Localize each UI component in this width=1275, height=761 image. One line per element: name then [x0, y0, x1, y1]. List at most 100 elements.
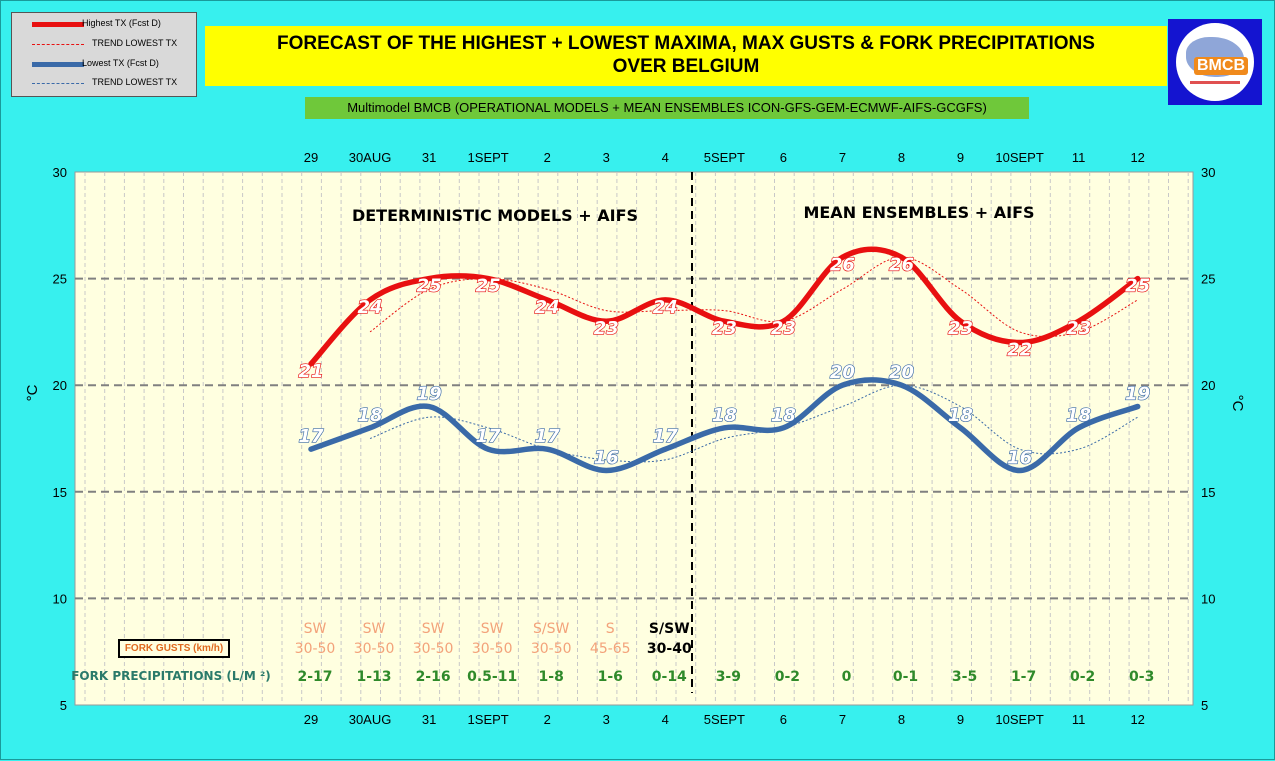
precip-value: 0-2 [1070, 669, 1095, 685]
data-label-highest: 25 [417, 276, 442, 297]
data-label-lowest: 19 [417, 384, 442, 405]
y2-tick-label: 20 [1201, 378, 1215, 393]
legend-item-trend-lowest: TREND LOWEST TX [12, 77, 198, 91]
legend-item-highest: Highest TX (Fcst D) [12, 18, 198, 32]
gust-direction: SW [481, 621, 504, 637]
logo-stripe [1190, 81, 1240, 84]
logo-text: BMCB [1194, 57, 1248, 75]
gust-speed: 30-50 [531, 641, 572, 657]
data-label-lowest: 18 [1066, 405, 1091, 426]
x-tick-label-bottom: 2 [544, 712, 551, 727]
data-label-lowest: 16 [1007, 447, 1032, 468]
x-tick-label-top: 11 [1072, 150, 1086, 165]
data-label-lowest: 20 [889, 362, 914, 383]
y-tick-label: 5 [60, 698, 67, 713]
x-tick-label-top: 7 [839, 150, 846, 165]
gust-speed: 30-50 [354, 641, 395, 657]
series-line-lowest [308, 377, 1141, 474]
y-axis-title: °C [24, 384, 41, 401]
title-bar: FORECAST OF THE HIGHEST + LOWEST MAXIMA,… [205, 26, 1167, 86]
x-tick-label-top: 3 [603, 150, 610, 165]
annotation-deterministic: DETERMINISTIC MODELS + AIFS [352, 206, 638, 225]
y-tick-label: 15 [53, 485, 67, 500]
precip-label: FORK PRECIPITATIONS (L/M ²) [71, 669, 271, 683]
data-label-lowest: 18 [948, 405, 973, 426]
x-tick-label-bottom: 5SEPT [704, 712, 745, 727]
logo-circle: BMCB [1176, 23, 1254, 101]
gust-label-box: FORK GUSTS (km/h) [118, 639, 230, 658]
precip-value: 0-1 [893, 669, 918, 685]
data-label-highest: 23 [1066, 318, 1091, 339]
gust-speed: 30-50 [472, 641, 513, 657]
data-label-lowest: 17 [535, 426, 561, 447]
precip-value: 0.5-11 [467, 669, 517, 685]
x-tick-label-top: 2 [544, 150, 551, 165]
legend-swatch-lowest [32, 62, 84, 67]
legend-label: TREND LOWEST TX [92, 77, 178, 87]
x-tick-label-top: 5SEPT [704, 150, 745, 165]
y-tick-label: 30 [53, 165, 67, 180]
legend-swatch-trend-lowest [32, 83, 84, 84]
gust-speed: 30-50 [295, 641, 336, 657]
precip-value: 0 [842, 669, 852, 685]
data-label-lowest: 18 [358, 405, 383, 426]
data-label-lowest: 16 [594, 447, 619, 468]
data-label-lowest: 18 [771, 405, 796, 426]
data-label-highest: 23 [712, 318, 737, 339]
y2-tick-label: 15 [1201, 485, 1215, 500]
precip-value: 2-16 [416, 669, 451, 685]
data-label-highest: 22 [1007, 340, 1032, 361]
legend-label: TREND LOWEST TX [92, 38, 178, 48]
data-label-lowest: 17 [653, 426, 679, 447]
precip-value: 0-14 [652, 669, 687, 685]
gust-direction: SW [304, 621, 327, 637]
x-tick-label-top: 1SEPT [468, 150, 509, 165]
y-tick-label: 20 [53, 378, 67, 393]
x-tick-label-top: 6 [780, 150, 787, 165]
x-tick-label-top: 30AUG [349, 150, 392, 165]
x-tick-label-top: 8 [898, 150, 905, 165]
x-tick-label-bottom: 30AUG [349, 712, 392, 727]
x-tick-label-bottom: 7 [839, 712, 846, 727]
precip-value: 1-7 [1011, 669, 1036, 685]
precip-value: 1-13 [357, 669, 392, 685]
y2-tick-label: 30 [1201, 165, 1215, 180]
x-tick-label-bottom: 3 [603, 712, 610, 727]
data-label-lowest: 19 [1125, 384, 1150, 405]
data-label-highest: 24 [358, 297, 383, 318]
x-tick-label-top: 4 [662, 150, 669, 165]
data-label-lowest: 20 [830, 362, 855, 383]
x-tick-label-bottom: 31 [422, 712, 436, 727]
legend: Highest TX (Fcst D) TREND LOWEST TX Lowe… [11, 12, 197, 97]
data-label-highest: 23 [948, 318, 973, 339]
gust-speed: 30-50 [413, 641, 454, 657]
title-line-2: OVER BELGIUM [612, 56, 760, 77]
trend-line-highest [369, 256, 1138, 338]
x-tick-label-bottom: 10SEPT [995, 712, 1043, 727]
gust-direction: S/SW [533, 621, 569, 637]
data-label-highest: 25 [1125, 276, 1150, 297]
series-line-highest [308, 246, 1141, 367]
legend-label: Lowest TX (Fcst D) [82, 58, 159, 68]
data-label-lowest: 17 [298, 426, 324, 447]
y-tick-label: 25 [53, 272, 67, 287]
gust-direction: S [606, 621, 615, 637]
gust-direction: SW [422, 621, 445, 637]
precip-value: 2-17 [297, 669, 332, 685]
title-line-1: FORECAST OF THE HIGHEST + LOWEST MAXIMA,… [277, 33, 1095, 54]
precip-value: 3-9 [716, 669, 741, 685]
data-label-highest: 25 [476, 276, 501, 297]
data-label-highest: 21 [298, 361, 323, 382]
data-label-highest: 26 [889, 254, 914, 275]
x-tick-label-top: 10SEPT [995, 150, 1043, 165]
annotation-ensembles: MEAN ENSEMBLES + AIFS [803, 203, 1034, 222]
x-tick-label-top: 31 [422, 150, 436, 165]
legend-item-lowest: Lowest TX (Fcst D) [12, 58, 198, 72]
plot-background [74, 171, 1194, 706]
chart-title: FORECAST OF THE HIGHEST + LOWEST MAXIMA,… [205, 32, 1167, 78]
data-label-highest: 23 [771, 318, 796, 339]
x-tick-label-top: 9 [957, 150, 964, 165]
legend-item-trend-highest: TREND LOWEST TX [12, 38, 198, 52]
y2-tick-label: 25 [1201, 272, 1215, 287]
